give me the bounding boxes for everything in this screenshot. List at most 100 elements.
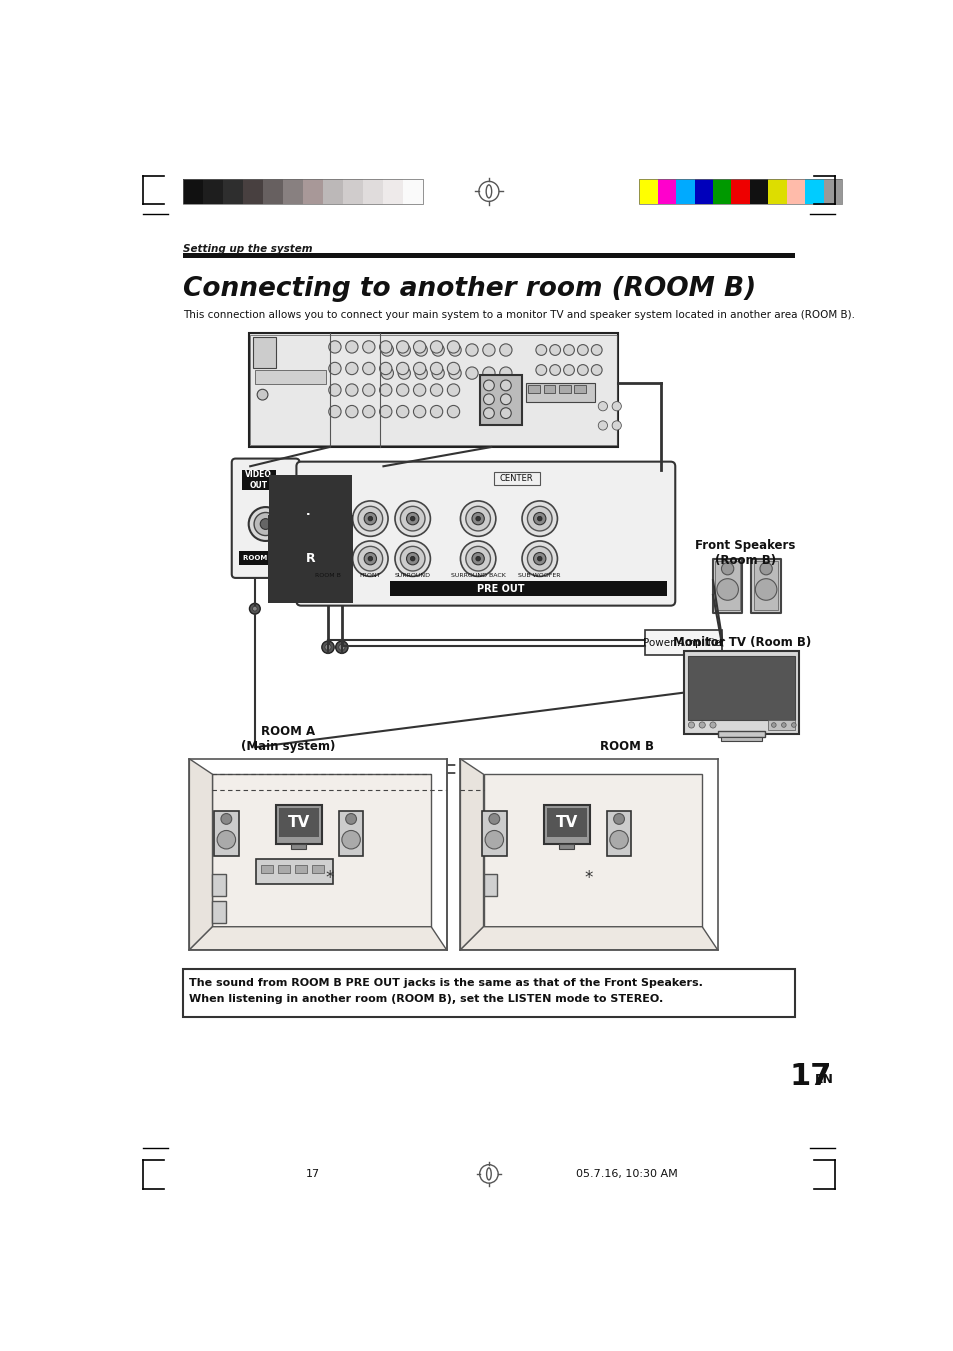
Circle shape bbox=[325, 557, 330, 561]
Circle shape bbox=[357, 546, 382, 571]
Text: SURROUND BACK: SURROUND BACK bbox=[450, 573, 505, 578]
Circle shape bbox=[755, 578, 776, 600]
Bar bbox=[239, 551, 277, 565]
Circle shape bbox=[612, 401, 620, 411]
Circle shape bbox=[325, 644, 331, 650]
Circle shape bbox=[310, 501, 345, 536]
Text: Monitor TV (Room B): Monitor TV (Room B) bbox=[673, 636, 811, 648]
Bar bbox=[338, 811, 363, 857]
Circle shape bbox=[430, 405, 442, 417]
Circle shape bbox=[397, 367, 410, 380]
Circle shape bbox=[536, 345, 546, 355]
Circle shape bbox=[447, 362, 459, 374]
Bar bbox=[657, 180, 676, 204]
Bar bbox=[804, 180, 823, 204]
Text: When listening in another room (ROOM B), set the LISTEN mode to STEREO.: When listening in another room (ROOM B),… bbox=[190, 994, 663, 1004]
Circle shape bbox=[397, 345, 410, 357]
Polygon shape bbox=[460, 759, 483, 950]
Circle shape bbox=[465, 546, 490, 571]
Circle shape bbox=[549, 345, 560, 355]
Circle shape bbox=[449, 367, 460, 380]
Bar bbox=[715, 561, 740, 611]
Circle shape bbox=[396, 405, 409, 417]
Text: EN: EN bbox=[814, 1073, 833, 1086]
Bar bbox=[253, 336, 275, 367]
Circle shape bbox=[315, 507, 340, 531]
Circle shape bbox=[476, 516, 480, 521]
Circle shape bbox=[465, 345, 477, 357]
Bar bbox=[203, 180, 223, 204]
Circle shape bbox=[521, 540, 557, 577]
Bar bbox=[731, 180, 749, 204]
Circle shape bbox=[413, 384, 425, 396]
Circle shape bbox=[310, 540, 345, 577]
Text: Connecting to another room (ROOM B): Connecting to another room (ROOM B) bbox=[183, 276, 756, 303]
Circle shape bbox=[406, 553, 418, 565]
Circle shape bbox=[362, 405, 375, 417]
Bar bbox=[363, 180, 383, 204]
Circle shape bbox=[221, 813, 232, 824]
Circle shape bbox=[396, 362, 409, 374]
Circle shape bbox=[249, 507, 282, 540]
Polygon shape bbox=[190, 927, 446, 950]
Circle shape bbox=[338, 644, 345, 650]
Circle shape bbox=[500, 380, 511, 390]
Circle shape bbox=[329, 384, 341, 396]
Circle shape bbox=[368, 516, 373, 521]
Circle shape bbox=[577, 345, 588, 355]
Circle shape bbox=[460, 540, 496, 577]
Circle shape bbox=[483, 408, 494, 419]
Circle shape bbox=[396, 384, 409, 396]
Bar bbox=[278, 808, 318, 838]
Circle shape bbox=[447, 384, 459, 396]
Text: Setting up the system: Setting up the system bbox=[183, 243, 313, 254]
Bar bbox=[312, 865, 324, 873]
Circle shape bbox=[253, 607, 257, 611]
Circle shape bbox=[537, 516, 541, 521]
Circle shape bbox=[447, 340, 459, 353]
Circle shape bbox=[315, 546, 340, 571]
Circle shape bbox=[395, 540, 430, 577]
Circle shape bbox=[709, 721, 716, 728]
Text: *: * bbox=[584, 869, 593, 888]
Circle shape bbox=[500, 394, 511, 405]
Circle shape bbox=[488, 813, 499, 824]
Bar bbox=[823, 180, 841, 204]
Bar bbox=[481, 811, 506, 857]
Circle shape bbox=[432, 345, 444, 357]
Bar bbox=[303, 180, 323, 204]
Bar bbox=[213, 874, 226, 896]
Circle shape bbox=[341, 831, 360, 848]
Circle shape bbox=[483, 394, 494, 405]
Circle shape bbox=[400, 546, 425, 571]
Circle shape bbox=[329, 405, 341, 417]
Text: Power Amplifier: Power Amplifier bbox=[642, 638, 724, 647]
Bar bbox=[644, 631, 721, 655]
Circle shape bbox=[609, 831, 628, 848]
Circle shape bbox=[591, 365, 601, 376]
Text: VIDEO
OUT: VIDEO OUT bbox=[245, 470, 272, 490]
Bar bbox=[749, 180, 767, 204]
Circle shape bbox=[430, 340, 442, 353]
Circle shape bbox=[321, 553, 334, 565]
Bar bbox=[343, 180, 363, 204]
Circle shape bbox=[483, 380, 494, 390]
Text: CENTER: CENTER bbox=[499, 474, 533, 484]
Circle shape bbox=[379, 340, 392, 353]
Bar bbox=[546, 808, 586, 838]
Circle shape bbox=[791, 723, 796, 727]
Circle shape bbox=[460, 501, 496, 536]
Bar bbox=[261, 865, 274, 873]
Circle shape bbox=[413, 405, 425, 417]
Circle shape bbox=[364, 553, 376, 565]
Circle shape bbox=[613, 813, 624, 824]
Bar bbox=[525, 384, 595, 403]
Bar bbox=[250, 335, 616, 446]
Bar bbox=[751, 559, 780, 612]
Bar bbox=[254, 370, 325, 384]
Circle shape bbox=[379, 362, 392, 374]
Polygon shape bbox=[460, 927, 717, 950]
Text: ROOM A
(Main system): ROOM A (Main system) bbox=[240, 724, 335, 753]
Bar bbox=[294, 865, 307, 873]
Polygon shape bbox=[483, 774, 701, 927]
